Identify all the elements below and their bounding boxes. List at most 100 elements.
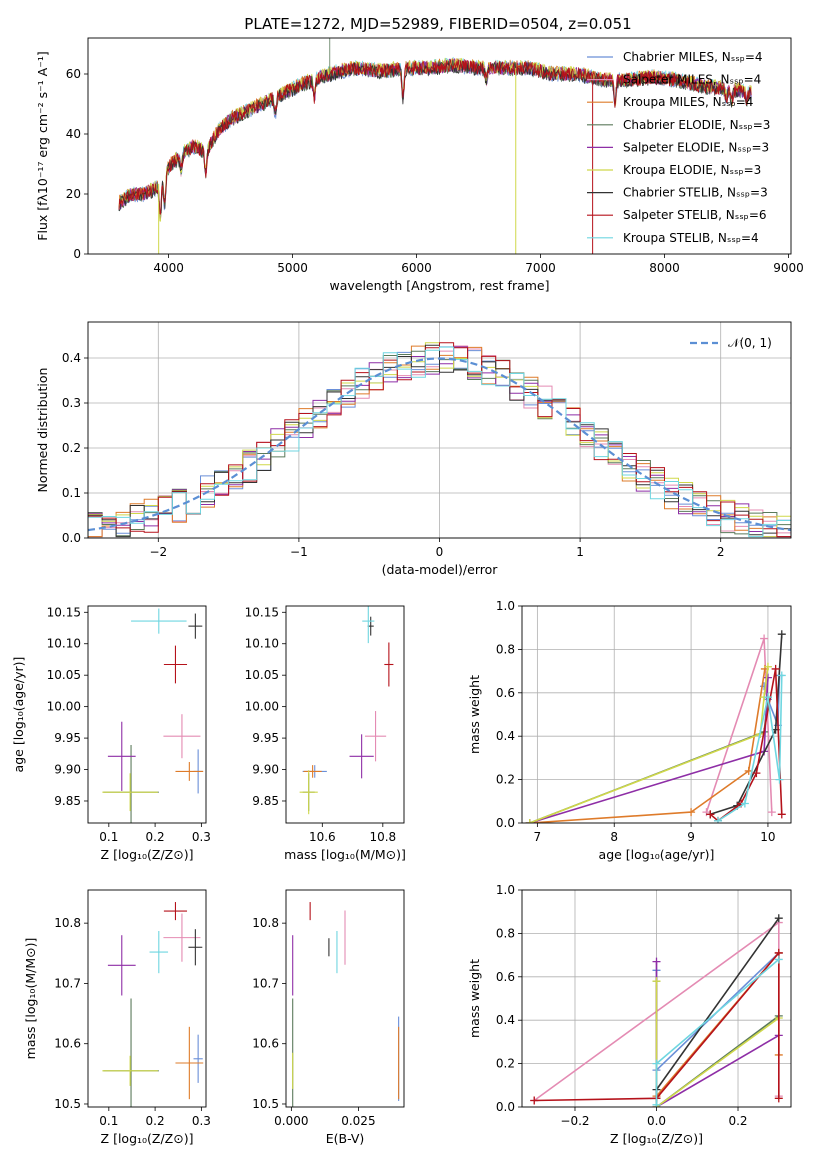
x-axis-label: E(B-V) [326, 1131, 365, 1146]
tick-label-x: 0.3 [192, 1114, 211, 1128]
weight-marker-8 [713, 816, 722, 823]
tick-label-y: 0.8 [496, 926, 515, 940]
tick-label-y: 0.0 [62, 531, 81, 545]
age-vs-mass-panel: 10.6 10.8 9.85 9.90 9.95 10.00 10.05 10.10 10.15… [245, 605, 406, 862]
tick-label-x: 5000 [277, 261, 308, 275]
legend-label: Salpeter STELIB, Nₛₛₚ=6 [623, 208, 767, 222]
spectrum-panel: 4000 5000 6000 7000 8000 9000 0 20 40 60 wavelengt… [35, 37, 804, 293]
weight-marker-7 [771, 664, 780, 673]
mass-vs-z-panel-plot-area [102, 902, 204, 1107]
tick-label-y: 0.4 [496, 1013, 515, 1027]
normal-pdf-curve [88, 357, 791, 532]
tick-label-y: 0.6 [496, 970, 515, 984]
weight-vs-age-panel: 7 8 9 10 0.0 0.2 0.4 0.6 0.8 1.0 age [log₁₀(age/yr… [467, 599, 792, 862]
tick-label-x: 0.000 [274, 1114, 308, 1128]
y-axis-label: mass [log₁₀(M/M⊙)] [23, 938, 38, 1060]
mass-vs-ebv-panel-plot-area [292, 902, 400, 1107]
weight-marker-1 [760, 634, 769, 643]
weight-marker-5 [525, 819, 534, 823]
tick-label-y: 0.2 [496, 773, 515, 787]
spectrum-line-7 [118, 58, 752, 215]
legend-label: Kroupa MILES, Nₛₛₚ=4 [623, 95, 753, 109]
weight-marker-8 [740, 799, 749, 808]
tick-label-y: 0 [73, 247, 81, 261]
x-axis-label: (data-model)/error [382, 562, 499, 577]
weight-marker-5 [763, 662, 772, 671]
spectrum-plot-area [118, 38, 752, 254]
legend-label: Salpeter ELODIE, Nₛₛₚ=3 [623, 140, 769, 154]
tick-label-y: 10.10 [245, 637, 279, 651]
weight-vs-age-panel-plot-area [525, 630, 786, 823]
residual-plot-area [88, 342, 791, 538]
x-axis-label: wavelength [Angstrom, rest frame] [329, 278, 549, 293]
tick-label-x: 0 [436, 545, 444, 559]
tick-label-x: −2 [149, 545, 167, 559]
weight-marker-6 [774, 914, 783, 923]
tick-label-y: 1.0 [496, 883, 515, 897]
tick-label-x: 0.1 [99, 830, 118, 844]
weight-marker-7 [774, 1094, 783, 1103]
weight-line-5 [655, 981, 780, 1107]
tick-label-y: 10.5 [252, 1097, 279, 1111]
weight-marker-1 [767, 808, 776, 817]
spectrum-legend: Chabrier MILES, Nₛₛₚ=4 Salpeter MILES, Nₛ… [587, 50, 770, 245]
legend-label: Chabrier STELIB, Nₛₛₚ=3 [623, 186, 768, 200]
tick-label-y: 0.8 [496, 642, 515, 656]
tick-label-y: 1.0 [496, 599, 515, 613]
tick-label-y: 10.15 [245, 605, 279, 619]
tick-label-y: 10.5 [54, 1097, 81, 1111]
tick-label-x: 6000 [401, 261, 432, 275]
tick-label-x: 0.2 [146, 1114, 165, 1128]
residual-panel: −2 −1 0 1 2 0.0 0.1 0.2 0.3 0.4 (data-model)/error… [35, 321, 792, 577]
tick-label-x: 0.1 [99, 1114, 118, 1128]
axes-frame [521, 605, 792, 824]
weight-line-4 [655, 961, 780, 1107]
tick-label-x: 8 [610, 830, 618, 844]
tick-label-x: 10 [760, 830, 775, 844]
y-axis-label: mass weight [467, 959, 482, 1038]
tick-label-y: 9.90 [54, 763, 81, 777]
x-axis-label: mass [log₁₀(M/M⊙)] [284, 847, 406, 862]
residual-legend: 𝒩(0, 1) [690, 336, 772, 350]
tick-label-x: 1 [576, 545, 584, 559]
tick-label-x: 0.3 [192, 830, 211, 844]
axes-frame [87, 889, 207, 1108]
tick-label-y: 10.6 [252, 1037, 279, 1051]
axes-frame [521, 889, 792, 1108]
weight-marker-8 [774, 955, 783, 964]
age-vs-z-panel: 0.1 0.2 0.3 9.85 9.90 9.95 10.00 10.05 10.10 10.1… [11, 605, 211, 862]
tick-label-x: 0.2 [146, 830, 165, 844]
tick-label-y: 9.90 [252, 763, 279, 777]
tick-label-y: 40 [66, 127, 81, 141]
figure-title: PLATE=1272, MJD=52989, FIBERID=0504, z=0… [244, 15, 631, 33]
tick-label-y: 0.1 [62, 486, 81, 500]
tick-label-x: −0.2 [560, 1114, 589, 1128]
tick-label-y: 10.8 [54, 916, 81, 930]
tick-label-y: 10.00 [47, 700, 81, 714]
tick-label-x: 7 [534, 830, 542, 844]
weight-marker-4 [652, 957, 661, 966]
tick-label-y: 10.8 [252, 916, 279, 930]
tick-label-y: 10.15 [47, 605, 81, 619]
weight-marker-8 [777, 671, 786, 680]
tick-label-x: 0.2 [728, 1114, 747, 1128]
tick-label-x: 0.025 [341, 1114, 375, 1128]
y-axis-label: Normed distribution [35, 368, 50, 493]
tick-label-x: 10.8 [369, 830, 396, 844]
weight-vs-z-panel-plot-area [530, 914, 783, 1107]
legend-label: Chabrier MILES, Nₛₛₚ=4 [623, 50, 763, 64]
weight-marker-7 [752, 769, 761, 778]
weight-line-2 [529, 668, 766, 823]
tick-label-y: 0.4 [496, 729, 515, 743]
weight-line-3 [529, 697, 769, 823]
age-vs-mass-panel-plot-area [299, 606, 394, 815]
tick-label-x: 2 [717, 545, 725, 559]
mass-vs-z-panel: 0.1 0.2 0.3 10.5 10.6 10.7 10.8 Z [log₁₀(Z/Z⊙)]… [23, 889, 211, 1146]
tick-label-y: 60 [66, 67, 81, 81]
mass-vs-ebv-panel: 0.000 0.025 10.5 10.6 10.7 10.8 E(B-V) [252, 889, 405, 1146]
x-axis-label: Z [log₁₀(Z/Z⊙)] [101, 847, 194, 862]
weight-line-6 [710, 634, 783, 816]
weight-marker-4 [763, 673, 772, 682]
tick-label-y: 9.85 [54, 794, 81, 808]
tick-label-y: 9.85 [252, 794, 279, 808]
